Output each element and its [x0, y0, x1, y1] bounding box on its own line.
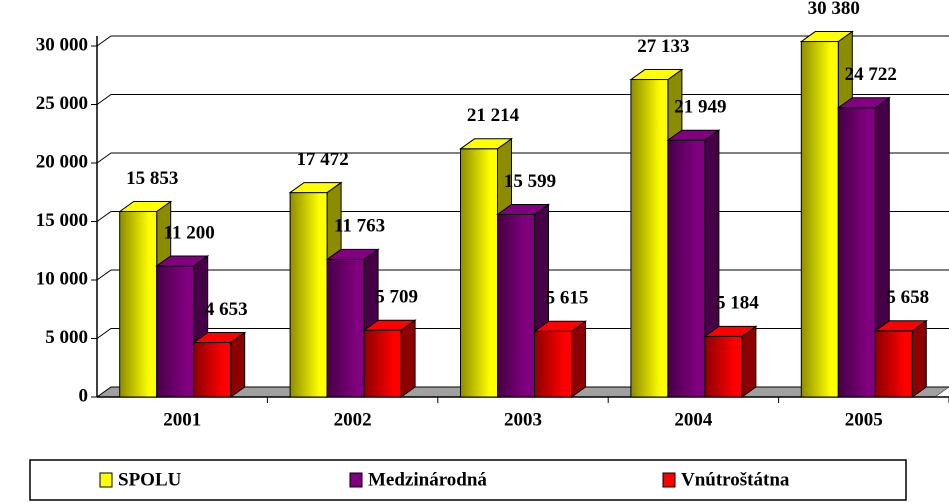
data-label: 5 615	[546, 288, 589, 309]
bar-top	[458, 138, 514, 150]
data-label: 15 853	[126, 168, 178, 189]
data-label: 15 599	[504, 171, 556, 192]
bar-top	[836, 97, 891, 109]
legend-swatch	[662, 472, 676, 488]
bar-top	[703, 325, 758, 337]
y-tick-label: 0	[79, 385, 89, 406]
bar-shade	[667, 140, 705, 397]
bar-shade	[801, 41, 839, 397]
legend-box	[29, 459, 907, 501]
bar-top	[155, 255, 210, 267]
data-label: 21 214	[467, 105, 520, 126]
bar-top	[192, 332, 247, 344]
bar-side-shade	[875, 97, 890, 398]
x-tick-label: 2005	[845, 409, 883, 430]
bar-top	[799, 31, 854, 43]
bar-top	[532, 320, 588, 332]
bar-top	[288, 182, 343, 194]
bar-shade	[290, 192, 328, 397]
x-tick-label: 2002	[334, 409, 372, 430]
bar-top	[873, 320, 928, 332]
y-tick-label: 5 000	[45, 327, 88, 348]
bar-shade	[460, 148, 498, 397]
bar-top	[629, 69, 684, 81]
bar-top	[118, 201, 173, 213]
bar-side-shade	[741, 326, 756, 397]
bar-shade	[704, 336, 742, 397]
bar-top	[666, 129, 721, 141]
data-label: 11 763	[334, 216, 385, 237]
data-label: 21 949	[674, 97, 726, 118]
legend-label: Medzinárodná	[368, 469, 487, 490]
bar-side-shade	[571, 321, 586, 397]
data-label: 11 200	[164, 222, 215, 243]
bar-shade	[497, 214, 535, 397]
legend-label: SPOLU	[118, 469, 182, 490]
bar-shade	[193, 342, 231, 397]
legend-swatch	[99, 472, 113, 488]
y-tick-label: 10 000	[36, 268, 88, 289]
x-tick-label: 2004	[674, 409, 713, 430]
bar-side-shade	[401, 320, 416, 397]
y-tick-label: 15 000	[36, 210, 88, 231]
y-tick-label: 20 000	[36, 151, 88, 172]
bar-shade	[156, 265, 194, 397]
data-label: 5 709	[375, 287, 418, 308]
y-tick-label: 30 000	[36, 34, 88, 55]
data-label: 17 472	[296, 149, 348, 170]
data-label: 4 653	[205, 299, 248, 320]
bar-top	[325, 248, 380, 260]
bar-shade	[875, 330, 913, 397]
bar-shade	[630, 79, 668, 398]
bar-top	[495, 203, 551, 215]
bar-shade	[364, 330, 402, 397]
bar-shade	[534, 331, 572, 397]
bar-shade	[119, 211, 157, 397]
legend-label: Vnútroštátna	[681, 469, 790, 490]
grid-line	[96, 35, 949, 47]
bar-shade	[838, 107, 876, 398]
x-tick-label: 2003	[504, 409, 542, 430]
y-tick-label: 25 000	[36, 93, 88, 114]
bar-side-shade	[912, 320, 927, 397]
data-label: 5 658	[886, 287, 929, 308]
x-tick-label: 2001	[163, 409, 201, 430]
data-label: 27 133	[637, 36, 689, 57]
data-label: 24 722	[845, 64, 897, 85]
bar-side-shade	[230, 332, 245, 397]
bar-shade	[327, 259, 365, 397]
data-label: 5 184	[716, 293, 759, 314]
bar-top	[362, 319, 417, 331]
data-label: 30 380	[808, 0, 860, 19]
legend-swatch	[349, 472, 363, 488]
